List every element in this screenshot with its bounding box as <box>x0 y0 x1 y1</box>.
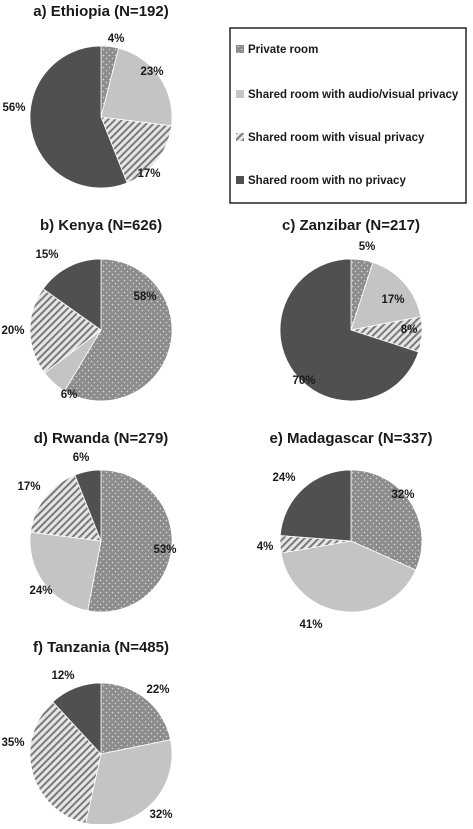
data-label-kenya-shared-audio-visual: 6% <box>61 389 78 401</box>
legend-label-private-room: Private room <box>248 44 318 56</box>
chart-title-madagascar: e) Madagascar (N=337) <box>270 430 433 447</box>
data-label-rwanda-shared-audio-visual: 24% <box>29 585 52 597</box>
data-label-kenya-shared-no-privacy: 15% <box>35 249 58 261</box>
chart-title-kenya: b) Kenya (N=626) <box>40 217 162 234</box>
pie-slice-kenya-shared-no-privacy <box>42 258 102 331</box>
pie-slice-madagascar-private-room <box>350 469 423 571</box>
data-label-tanzania-shared-no-privacy: 12% <box>51 670 74 682</box>
pie-slice-ethiopia-shared-visual <box>100 116 172 184</box>
pie-slice-tanzania-shared-no-privacy <box>52 682 102 756</box>
pie-slice-ethiopia-shared-no-privacy <box>29 45 128 189</box>
legend-item-shared-audio-visual: Shared room with audio/visual privacy <box>236 89 459 101</box>
pie-slice-rwanda-shared-audio-visual <box>29 531 102 612</box>
data-label-rwanda-shared-no-privacy: 6% <box>73 452 90 464</box>
pie-slice-rwanda-shared-visual <box>30 474 102 542</box>
chart-title-rwanda: d) Rwanda (N=279) <box>34 430 169 447</box>
legend: Private room Shared room with audio/visu… <box>229 27 467 204</box>
pie-zanzibar: 5% 17% 8% 70% <box>279 241 423 402</box>
data-label-ethiopia-private-room: 4% <box>108 33 125 45</box>
data-label-ethiopia-shared-visual: 17% <box>137 168 160 180</box>
pie-rwanda: 53% 24% 17% 6% <box>17 452 177 613</box>
pie-slice-tanzania-private-room <box>100 682 172 755</box>
data-label-kenya-shared-visual: 20% <box>1 325 24 337</box>
pie-ethiopia: 4% 23% 17% 56% <box>2 33 173 189</box>
legend-swatch-shared-audio-visual <box>236 90 244 98</box>
pie-slice-ethiopia-shared-audio-visual <box>100 47 173 127</box>
data-label-tanzania-shared-audio-visual: 32% <box>149 809 172 821</box>
pies: 4% 23% 17% 56% 58% 6% 20% 15% 5% 17% 8% 70% 53% 24% 17… <box>1 33 423 826</box>
data-label-madagascar-shared-audio-visual: 41% <box>299 619 322 631</box>
legend-swatch-private-room <box>236 45 244 53</box>
pie-tanzania: 22% 32% 35% 12% <box>1 670 173 826</box>
pie-slice-rwanda-shared-no-privacy <box>74 469 102 542</box>
data-label-ethiopia-shared-audio-visual: 23% <box>140 66 163 78</box>
legend-item-private-room: Private room <box>236 44 318 56</box>
legend-item-shared-visual: Shared room with visual privacy <box>236 132 425 144</box>
data-label-zanzibar-shared-audio-visual: 17% <box>381 294 404 306</box>
data-label-ethiopia-shared-no-privacy: 56% <box>2 102 25 114</box>
data-label-zanzibar-private-room: 5% <box>359 241 376 253</box>
legend-border <box>229 27 467 204</box>
legend-swatch-shared-no-privacy <box>236 176 244 184</box>
data-label-rwanda-shared-visual: 17% <box>17 481 40 493</box>
pie-slice-kenya-private-room <box>63 258 173 402</box>
data-label-madagascar-private-room: 32% <box>391 489 414 501</box>
pie-slice-madagascar-shared-no-privacy <box>279 469 352 542</box>
data-label-kenya-private-room: 58% <box>133 291 156 303</box>
pie-madagascar: 32% 41% 4% 24% <box>257 469 423 631</box>
chart-title-ethiopia: a) Ethiopia (N=192) <box>33 3 168 20</box>
pie-slice-rwanda-private-room <box>87 469 173 613</box>
pie-slice-zanzibar-shared-no-privacy <box>279 258 420 402</box>
legend-label-shared-audio-visual: Shared room with audio/visual privacy <box>248 89 459 101</box>
data-label-zanzibar-shared-no-privacy: 70% <box>292 375 315 387</box>
pie-slice-kenya-shared-visual <box>29 288 102 374</box>
data-label-tanzania-private-room: 22% <box>146 684 169 696</box>
legend-label-shared-visual: Shared room with visual privacy <box>248 132 425 144</box>
legend-label-shared-no-privacy: Shared room with no privacy <box>248 175 406 187</box>
chart-title-zanzibar: c) Zanzibar (N=217) <box>282 217 420 234</box>
pie-kenya: 58% 6% 20% 15% <box>1 249 173 402</box>
pie-slice-zanzibar-shared-audio-visual <box>350 261 422 331</box>
data-label-zanzibar-shared-visual: 8% <box>401 324 418 336</box>
data-label-rwanda-private-room: 53% <box>153 544 176 556</box>
legend-swatch-shared-visual <box>236 133 244 141</box>
data-label-tanzania-shared-visual: 35% <box>1 737 24 749</box>
pie-slice-madagascar-shared-audio-visual <box>280 540 417 613</box>
data-label-madagascar-shared-visual: 4% <box>257 541 274 553</box>
pie-slice-tanzania-shared-visual <box>29 701 102 824</box>
data-label-madagascar-shared-no-privacy: 24% <box>272 472 295 484</box>
legend-item-shared-no-privacy: Shared room with no privacy <box>236 175 406 187</box>
chart-title-tanzania: f) Tanzania (N=485) <box>33 639 169 656</box>
